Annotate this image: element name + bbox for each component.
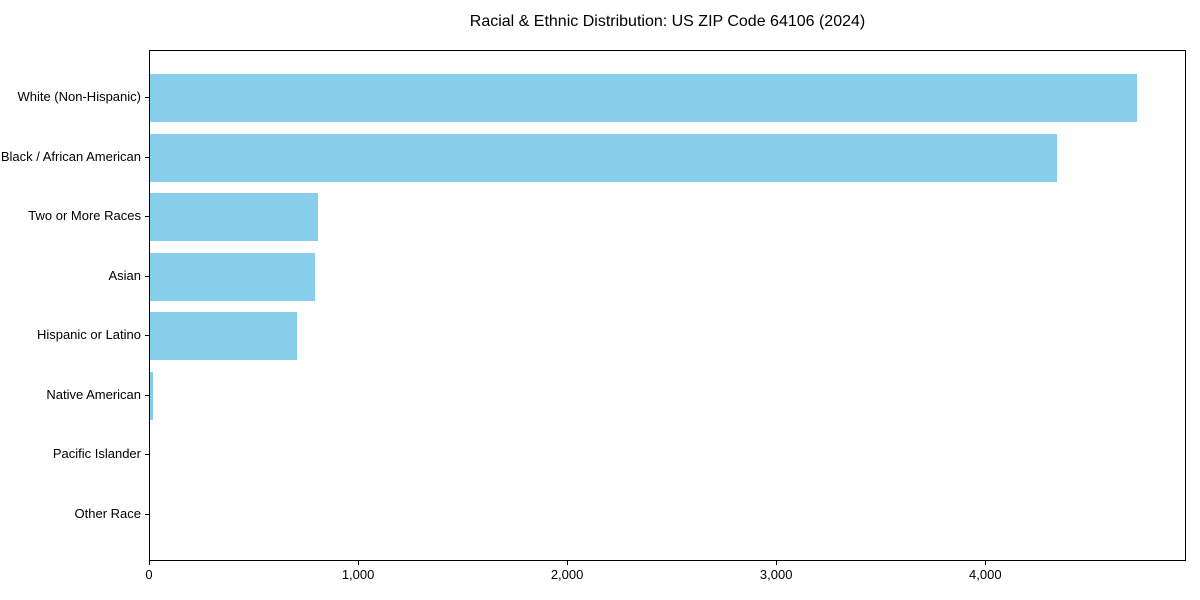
y-tick-mark bbox=[145, 394, 149, 396]
plot-area bbox=[149, 50, 1186, 561]
bar-white-non-hispanic bbox=[150, 74, 1137, 122]
y-tick-mark bbox=[145, 97, 149, 98]
y-axis-label-other-race: Other Race bbox=[74, 506, 141, 521]
x-tick-label-4-000: 4,000 bbox=[969, 567, 1002, 582]
x-tick-label-3-000: 3,000 bbox=[759, 567, 793, 582]
y-axis-label-pacific-islander: Pacific Islander bbox=[52, 446, 141, 462]
y-axis-label-asian: Asian bbox=[108, 267, 141, 283]
y-axis-label-white-non-hispanic: White (Non-Hispanic) bbox=[17, 89, 141, 104]
x-tick-mark bbox=[566, 561, 568, 565]
chart-title: Racial & Ethnic Distribution: US ZIP Cod… bbox=[469, 13, 866, 30]
x-tick-mark bbox=[775, 561, 777, 565]
bar-black-african-american bbox=[150, 133, 1058, 182]
x-tick-label-0: 0 bbox=[145, 567, 153, 582]
y-axis-label-two-or-more-races: Two or More Races bbox=[28, 208, 141, 224]
bar-hispanic-or-latino bbox=[150, 312, 298, 361]
x-tick-mark bbox=[984, 561, 986, 565]
x-tick-label-1-000: 1,000 bbox=[341, 567, 375, 582]
bar-asian bbox=[150, 252, 316, 301]
x-tick-label-2-000: 2,000 bbox=[550, 567, 584, 582]
y-tick-mark bbox=[145, 275, 149, 277]
y-axis-label-black-african-american: Black / African American bbox=[0, 148, 141, 164]
y-axis-label-native-american: Native American bbox=[46, 386, 141, 402]
y-tick-mark bbox=[145, 216, 149, 218]
x-tick-mark bbox=[148, 561, 150, 565]
bar-two-or-more-races bbox=[150, 193, 319, 242]
y-tick-mark bbox=[145, 514, 149, 515]
x-tick-mark bbox=[357, 561, 359, 565]
bar-native-american bbox=[150, 371, 154, 420]
y-tick-mark bbox=[145, 156, 149, 158]
y-tick-mark bbox=[145, 454, 149, 456]
y-axis-label-hispanic-or-latino: Hispanic or Latino bbox=[36, 327, 141, 343]
y-tick-mark bbox=[145, 335, 149, 337]
